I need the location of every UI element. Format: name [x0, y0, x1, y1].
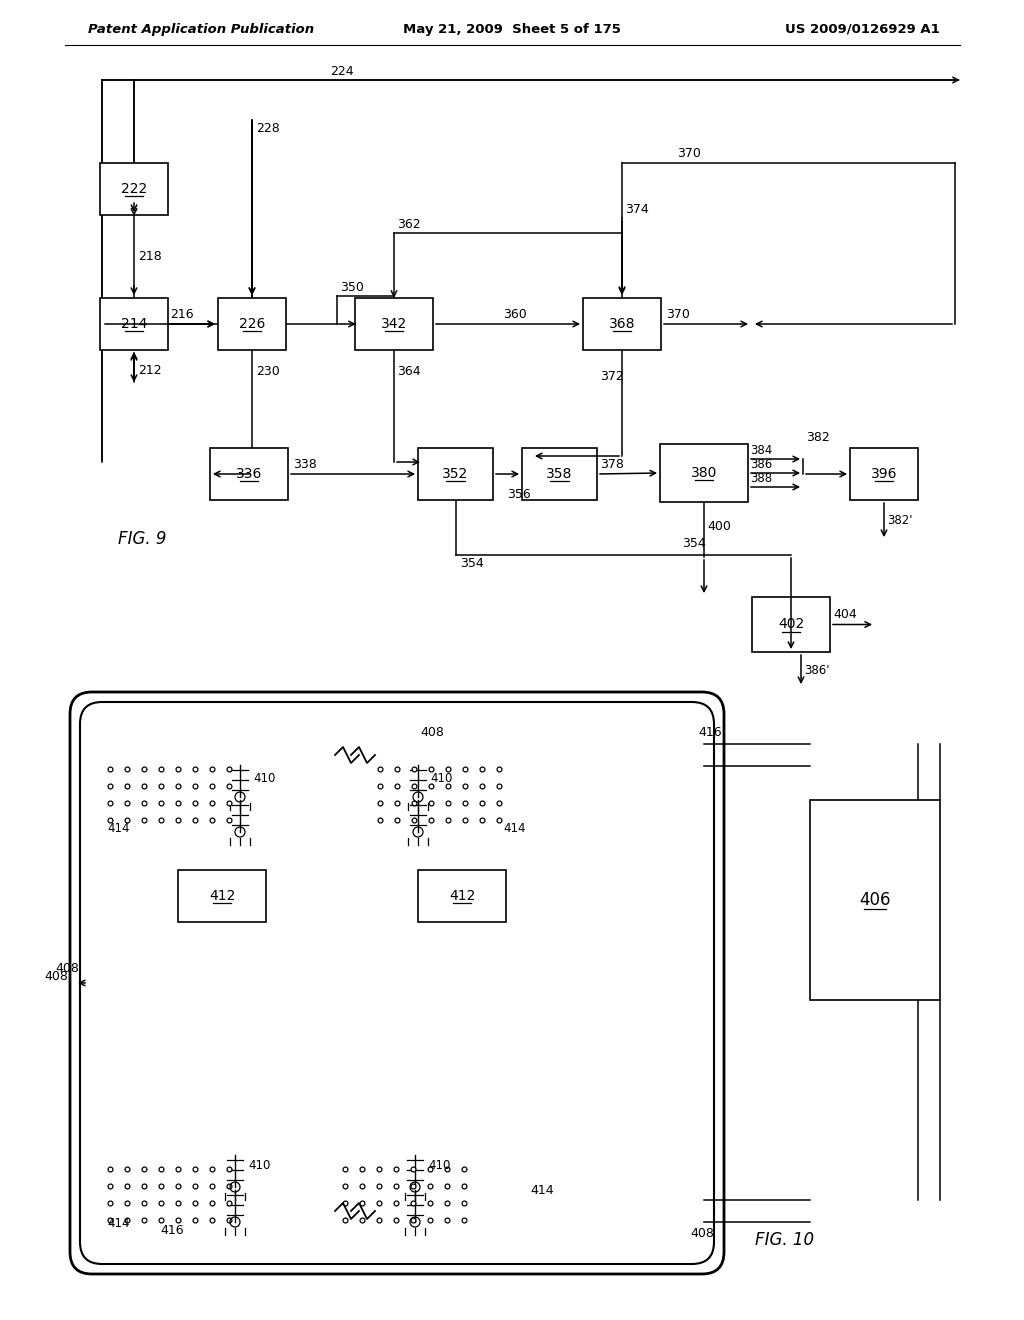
- Text: 342: 342: [381, 317, 408, 331]
- Text: 374: 374: [625, 203, 649, 216]
- Text: 416: 416: [698, 726, 722, 739]
- Text: 386: 386: [750, 458, 772, 471]
- Text: 414: 414: [503, 822, 525, 836]
- Text: 370: 370: [677, 147, 700, 160]
- Text: 386': 386': [804, 664, 829, 676]
- Text: 378: 378: [600, 458, 624, 471]
- Text: 224: 224: [330, 65, 353, 78]
- Text: Patent Application Publication: Patent Application Publication: [88, 22, 314, 36]
- Bar: [418, 447, 493, 500]
- Text: 410: 410: [248, 1159, 270, 1172]
- Bar: [850, 447, 918, 500]
- Text: 336: 336: [236, 467, 262, 480]
- Bar: [810, 800, 940, 1001]
- Text: 354: 354: [461, 557, 484, 570]
- Text: 388: 388: [750, 473, 772, 484]
- Bar: [418, 870, 506, 921]
- Text: 408: 408: [55, 962, 79, 975]
- Text: FIG. 10: FIG. 10: [755, 1232, 814, 1249]
- Text: 226: 226: [239, 317, 265, 331]
- Text: 222: 222: [121, 182, 147, 195]
- Text: 396: 396: [870, 467, 897, 480]
- Text: 212: 212: [138, 363, 162, 376]
- Text: US 2009/0126929 A1: US 2009/0126929 A1: [785, 22, 940, 36]
- Text: 356: 356: [508, 488, 531, 502]
- Text: 352: 352: [442, 467, 469, 480]
- Text: 214: 214: [121, 317, 147, 331]
- Text: 414: 414: [106, 1217, 129, 1230]
- Text: 404: 404: [833, 609, 857, 622]
- Text: 382: 382: [806, 432, 829, 444]
- Bar: [100, 298, 168, 350]
- Text: 216: 216: [170, 308, 194, 321]
- Text: 350: 350: [340, 281, 364, 294]
- Bar: [178, 870, 266, 921]
- Bar: [210, 447, 288, 500]
- Text: 362: 362: [397, 218, 421, 231]
- Text: 408: 408: [690, 1228, 714, 1239]
- Text: 408: 408: [44, 970, 68, 983]
- Bar: [522, 447, 597, 500]
- Text: 360: 360: [503, 308, 526, 321]
- Text: 382': 382': [887, 513, 912, 527]
- Text: 402: 402: [778, 618, 804, 631]
- Text: 380: 380: [691, 466, 717, 480]
- Text: 410: 410: [253, 772, 275, 785]
- Text: 230: 230: [256, 366, 280, 378]
- Bar: [583, 298, 662, 350]
- Text: 228: 228: [256, 121, 280, 135]
- Bar: [660, 444, 748, 502]
- Text: 338: 338: [293, 458, 316, 471]
- Text: 370: 370: [666, 308, 690, 321]
- Text: 410: 410: [428, 1159, 451, 1172]
- Text: 414: 414: [530, 1184, 554, 1197]
- Text: 218: 218: [138, 249, 162, 263]
- Bar: [218, 298, 286, 350]
- Text: 358: 358: [547, 467, 572, 480]
- Text: 414: 414: [106, 822, 129, 836]
- Text: 408: 408: [420, 726, 443, 739]
- Text: 400: 400: [707, 520, 731, 533]
- Text: 406: 406: [859, 891, 891, 909]
- Text: May 21, 2009  Sheet 5 of 175: May 21, 2009 Sheet 5 of 175: [403, 22, 621, 36]
- Text: 354: 354: [682, 537, 706, 550]
- Bar: [100, 162, 168, 215]
- Text: 368: 368: [608, 317, 635, 331]
- Bar: [355, 298, 433, 350]
- Text: FIG. 9: FIG. 9: [118, 531, 167, 548]
- Text: 410: 410: [430, 772, 453, 785]
- Bar: [752, 597, 830, 652]
- Text: 416: 416: [160, 1224, 183, 1237]
- Text: 384: 384: [750, 444, 772, 457]
- Text: 364: 364: [397, 366, 421, 378]
- Text: 372: 372: [600, 370, 624, 383]
- Text: 412: 412: [449, 888, 475, 903]
- Text: 412: 412: [209, 888, 236, 903]
